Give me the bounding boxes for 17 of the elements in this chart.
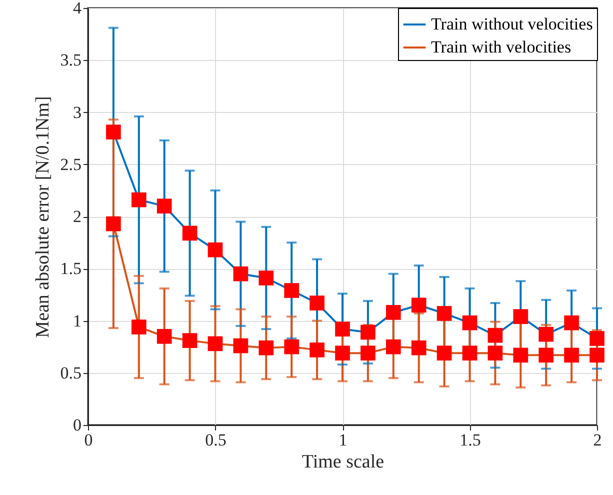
x-tick-label: 1 bbox=[338, 430, 348, 450]
y-tick-label: 2 bbox=[73, 207, 82, 226]
y-tick-label: 3.5 bbox=[60, 50, 82, 70]
y-tick-label: 1.5 bbox=[60, 259, 82, 278]
x-axis-title: Time scale bbox=[302, 452, 384, 472]
legend-label: Train with velocities bbox=[431, 38, 572, 56]
x-tick-label: 0.5 bbox=[205, 430, 226, 450]
y-tick-label: 3 bbox=[73, 102, 82, 122]
y-tick-label: 2.5 bbox=[60, 154, 82, 174]
x-tick-label: 2 bbox=[593, 430, 602, 450]
x-tick-label: 1.5 bbox=[460, 430, 481, 450]
y-tick-label: 0 bbox=[73, 416, 82, 434]
y-tick-label: 0.5 bbox=[60, 363, 82, 382]
y-tick-label: 4 bbox=[73, 0, 82, 18]
y-axis-title: Mean absolute error [N/0.1Nm] bbox=[32, 96, 54, 338]
legend-label: Train without velocities bbox=[431, 14, 593, 34]
y-tick-label: 1 bbox=[73, 311, 82, 330]
